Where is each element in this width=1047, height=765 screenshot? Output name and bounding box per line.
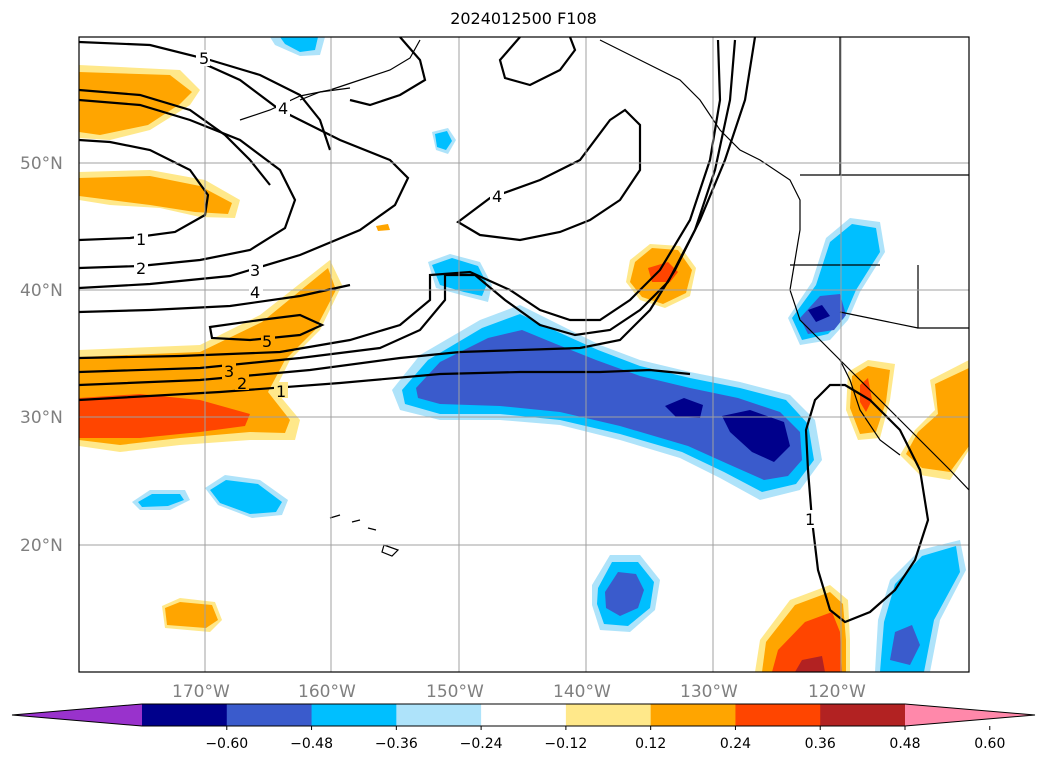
contour-label: 5 [262,332,272,351]
contour-line [208,313,325,342]
contour-labels: 5 4 4 1 2 3 4 5 3 2 1 1 [134,49,816,529]
alaska-coast [239,39,421,121]
coastlines [239,37,969,557]
lon-label-160w: 160°W [298,682,356,702]
state-border [839,311,919,329]
lon-label-120w: 120°W [808,682,866,702]
colorbar: −0.60 −0.48 −0.36 −0.24 −0.12 0.12 0.24 0.36 0.4… [11,703,1036,752]
colorbar-tick-label: −0.36 [375,736,418,752]
contour-line [79,98,297,270]
negative-anomaly-region [605,572,644,616]
contour-label: 4 [492,187,502,206]
contour-label: 2 [237,374,247,393]
colorbar-segment [820,704,906,726]
positive-anomaly-region [165,602,218,628]
lon-label-140w: 140°W [553,682,611,702]
negative-anomaly-region [722,410,790,462]
negative-anomaly-region [435,131,452,150]
positive-anomaly-region [79,176,232,214]
positive-anomaly-region [860,378,872,412]
negative-anomaly-region [808,305,830,322]
colorbar-tick-label: −0.60 [205,736,248,752]
colorbar-segment [481,704,567,726]
alaska-coast [299,87,351,101]
colorbar-segment [226,704,313,726]
colorbar-segment [650,704,736,726]
bc-coast [599,39,969,491]
contour-line [79,39,722,360]
lon-label-170w: 170°W [172,682,230,702]
contour-label: 3 [224,362,234,381]
contour-label: 4 [250,283,260,302]
contour-line [456,108,642,242]
shaded-anomaly-fields [79,37,969,672]
contour-label: 4 [278,99,288,118]
positive-anomaly-region [772,612,842,672]
lat-label-20n: 20°N [20,536,63,556]
contour-label: 3 [250,261,260,280]
colorbar-segment [396,704,482,726]
positive-anomaly-region [795,656,825,672]
colorbar-tick-label: −0.12 [544,736,587,752]
hawaii [329,514,400,557]
contour-label: 1 [276,382,286,401]
negative-anomaly-region [210,480,282,514]
contour-line [804,383,930,624]
negative-anomaly-region [890,625,920,665]
contour-line [79,368,691,402]
contour-line [79,60,410,290]
colorbar-outline [11,703,1036,727]
contour-line [79,40,332,151]
positive-anomaly-region [376,224,390,231]
contour-line [79,88,271,186]
colorbar-tick-label: 0.36 [805,736,836,752]
map-title: 2024012500 F108 [450,9,597,28]
colorbar-tick-label: −0.24 [460,736,503,752]
colorbar-segment [311,704,397,726]
colorbar-extend-low [12,704,142,726]
lat-label-30n: 30°N [20,408,63,428]
contour-lines [79,37,930,624]
colorbar-segment [565,704,652,726]
graticule [79,37,969,672]
contour-line [498,37,577,87]
contour-line [79,283,351,314]
map-frame [78,36,970,673]
colorbar-tick-label: 0.24 [720,736,751,752]
contour-label: 5 [199,49,209,68]
colorbar-extend-high [905,704,1035,726]
colorbar-segment [735,704,821,726]
positive-anomaly-region [79,394,250,438]
positive-anomaly-region [79,72,192,135]
negative-anomaly-region [416,330,802,480]
lat-label-40n: 40°N [20,281,63,301]
lon-label-150w: 150°W [426,682,484,702]
colorbar-segment [142,704,228,726]
negative-anomaly-region [665,398,703,418]
colorbar-tick-label: 0.12 [635,736,666,752]
contour-line [349,37,427,107]
lon-label-130w: 130°W [680,682,738,702]
negative-anomaly-region [138,494,184,507]
contour-line [79,39,737,374]
baja-coast [839,359,901,456]
positive-anomaly-region [906,368,969,472]
contour-label: 1 [805,510,815,529]
colorbar-tick-label: −0.48 [290,736,333,752]
contour-label: 1 [136,230,146,249]
negative-anomaly-region [280,37,318,52]
colorbar-tick-label: 0.60 [974,736,1005,752]
contour-label: 2 [136,259,146,278]
colorbar-tick-label: 0.48 [889,736,920,752]
lat-label-50n: 50°N [20,154,63,174]
contour-line [79,37,757,387]
